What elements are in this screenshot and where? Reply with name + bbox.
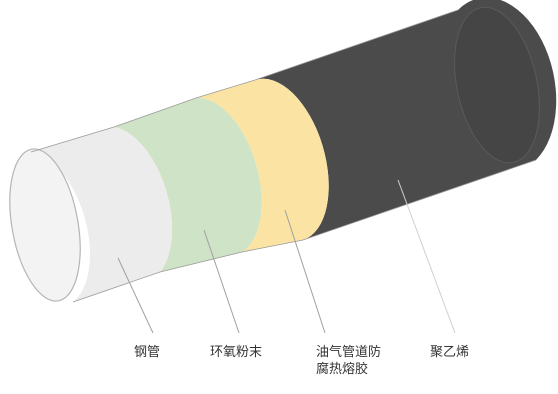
label-hot-melt-adhesive-line2: 腐热熔胶 <box>316 362 369 377</box>
label-polyethylene: 聚乙烯 <box>430 345 470 360</box>
label-hot-melt-adhesive-line1: 油气管道防 <box>316 345 382 360</box>
pipe-bottom-edge <box>72 159 537 303</box>
leader-line-steel-pipe <box>117 257 154 334</box>
steel-pipe-layer <box>31 127 173 302</box>
pipe-top-edge <box>30 9 459 153</box>
label-steel-pipe: 钢管 <box>134 345 161 360</box>
label-epoxy-powder: 环氧粉末 <box>210 345 263 360</box>
leader-line-polyethylene <box>397 179 456 334</box>
polyethylene-end-cap <box>454 6 540 164</box>
leader-line-hot-melt-adhesive <box>284 209 326 334</box>
label-hot-melt-adhesive: 油气管道防 腐热熔胶 <box>316 344 396 378</box>
pipe-front-face <box>9 148 81 302</box>
hot-melt-adhesive-layer <box>196 78 329 252</box>
epoxy-powder-layer <box>114 97 262 272</box>
leader-line-epoxy-powder <box>203 229 240 334</box>
